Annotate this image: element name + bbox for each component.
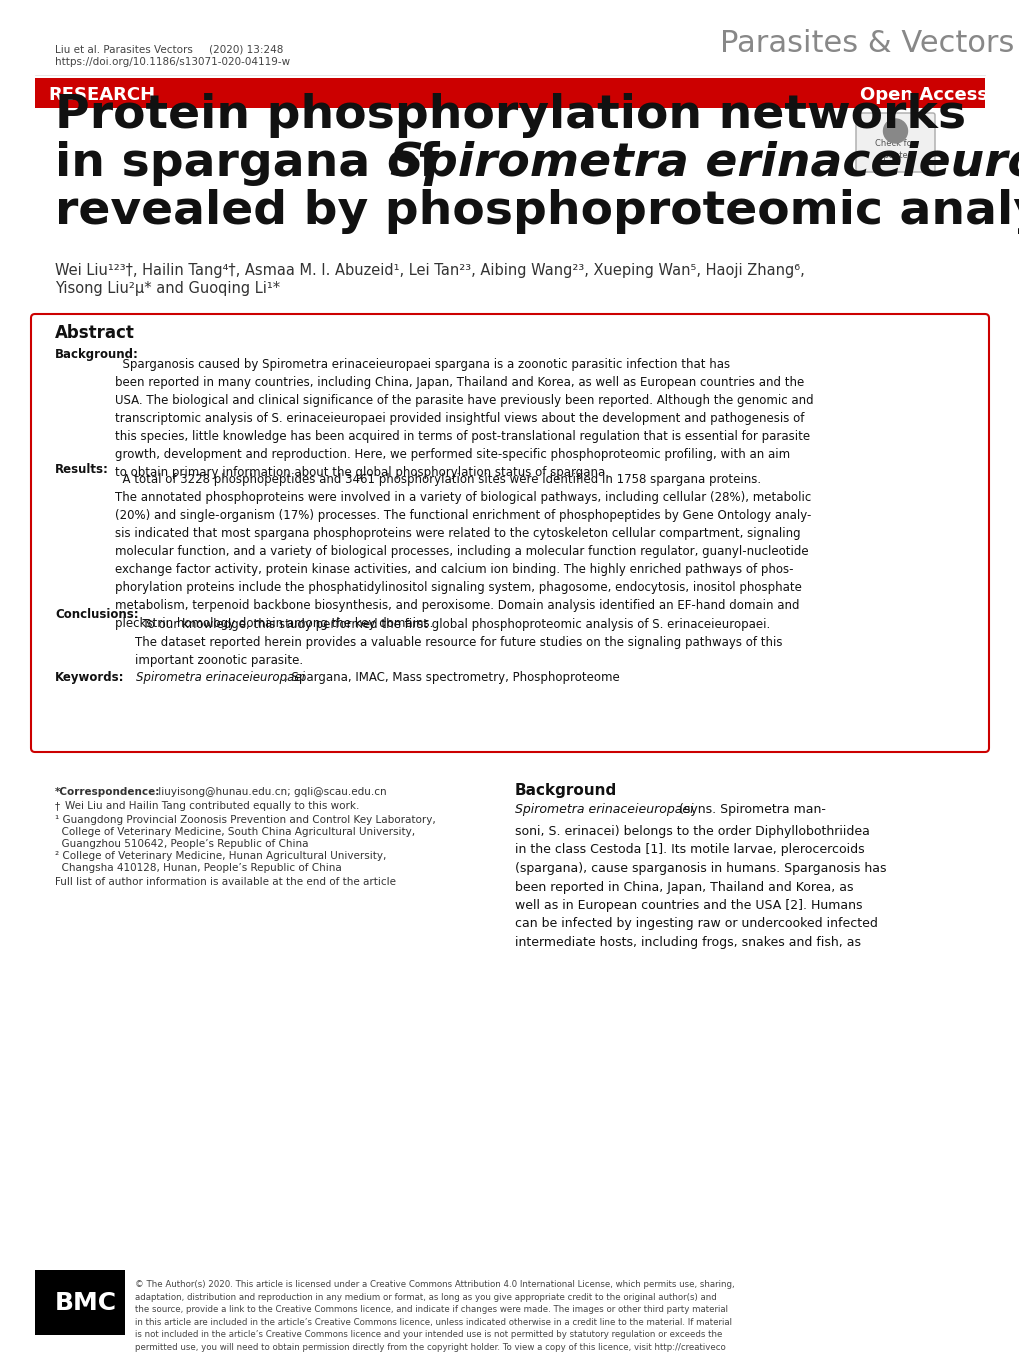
Text: Conclusions:: Conclusions: <box>55 608 139 621</box>
Text: BMC: BMC <box>55 1291 117 1314</box>
FancyBboxPatch shape <box>35 79 984 108</box>
Text: Spirometra erinaceieuropaei: Spirometra erinaceieuropaei <box>389 141 1019 186</box>
Text: , Spargana, IMAC, Mass spectrometry, Phosphoproteome: , Spargana, IMAC, Mass spectrometry, Pho… <box>283 671 620 684</box>
Text: soni, S. erinacei) belongs to the order Diphyllobothriidea
in the class Cestoda : soni, S. erinacei) belongs to the order … <box>515 825 886 948</box>
Text: ² College of Veterinary Medicine, Hunan Agricultural University,: ² College of Veterinary Medicine, Hunan … <box>55 851 386 860</box>
Text: Open Access: Open Access <box>859 85 987 104</box>
Text: Wei Liu¹²³†, Hailin Tang⁴†, Asmaa M. I. Abuzeid¹, Lei Tan²³, Aibing Wang²³, Xuep: Wei Liu¹²³†, Hailin Tang⁴†, Asmaa M. I. … <box>55 263 804 278</box>
Text: ¹ Guangdong Provincial Zoonosis Prevention and Control Key Laboratory,: ¹ Guangdong Provincial Zoonosis Preventi… <box>55 814 435 825</box>
Text: (syns. Spirometra man-: (syns. Spirometra man- <box>675 804 825 816</box>
Text: Spirometra erinaceieuropaei: Spirometra erinaceieuropaei <box>515 804 693 816</box>
Text: revealed by phosphoproteomic analysis: revealed by phosphoproteomic analysis <box>55 188 1019 234</box>
Text: Yisong Liu²µ* and Guoqing Li¹*: Yisong Liu²µ* and Guoqing Li¹* <box>55 280 280 295</box>
Text: Check for: Check for <box>874 138 915 148</box>
FancyBboxPatch shape <box>31 314 988 752</box>
Text: Keywords:: Keywords: <box>55 671 124 684</box>
Text: liuyisong@hunau.edu.cn; gqli@scau.edu.cn: liuyisong@hunau.edu.cn; gqli@scau.edu.cn <box>155 787 386 797</box>
Text: updates: updates <box>877 150 912 160</box>
Text: https://doi.org/10.1186/s13071-020-04119-w: https://doi.org/10.1186/s13071-020-04119… <box>55 57 289 66</box>
Text: © The Author(s) 2020. This article is licensed under a Creative Commons Attribut: © The Author(s) 2020. This article is li… <box>135 1280 734 1355</box>
FancyBboxPatch shape <box>855 112 934 172</box>
Text: Guangzhou 510642, People’s Republic of China: Guangzhou 510642, People’s Republic of C… <box>55 839 308 850</box>
Text: Sparganosis caused by Spirometra erinaceieuropaei spargana is a zoonotic parasit: Sparganosis caused by Spirometra erinace… <box>115 358 813 480</box>
Text: †: † <box>55 801 60 812</box>
FancyBboxPatch shape <box>35 1270 125 1335</box>
Text: Abstract: Abstract <box>55 324 135 341</box>
Text: Spirometra erinaceieuropaei: Spirometra erinaceieuropaei <box>136 671 305 684</box>
Text: College of Veterinary Medicine, South China Agricultural University,: College of Veterinary Medicine, South Ch… <box>55 827 415 837</box>
Text: Background:: Background: <box>55 348 139 360</box>
Text: Background: Background <box>515 783 616 798</box>
Text: A total of 3228 phosphopeptides and 3461 phosphorylation sites were identified i: A total of 3228 phosphopeptides and 3461… <box>115 473 810 630</box>
Text: Liu et al. Parasites Vectors     (2020) 13:248: Liu et al. Parasites Vectors (2020) 13:2… <box>55 43 283 54</box>
Text: *Correspondence:: *Correspondence: <box>55 787 160 797</box>
Text: Changsha 410128, Hunan, People’s Republic of China: Changsha 410128, Hunan, People’s Republi… <box>55 863 341 873</box>
Text: Results:: Results: <box>55 463 109 476</box>
Text: RESEARCH: RESEARCH <box>48 85 155 104</box>
Text: Parasites & Vectors: Parasites & Vectors <box>719 28 1013 58</box>
Text: Protein phosphorylation networks: Protein phosphorylation networks <box>55 93 965 138</box>
Text: Full list of author information is available at the end of the article: Full list of author information is avail… <box>55 877 395 888</box>
Circle shape <box>882 119 907 144</box>
Text: Wei Liu and Hailin Tang contributed equally to this work.: Wei Liu and Hailin Tang contributed equa… <box>65 801 359 812</box>
Text: in spargana of: in spargana of <box>55 141 455 186</box>
Text: To our knowledge, this study performed the first global phosphoproteomic analysi: To our knowledge, this study performed t… <box>135 618 782 667</box>
